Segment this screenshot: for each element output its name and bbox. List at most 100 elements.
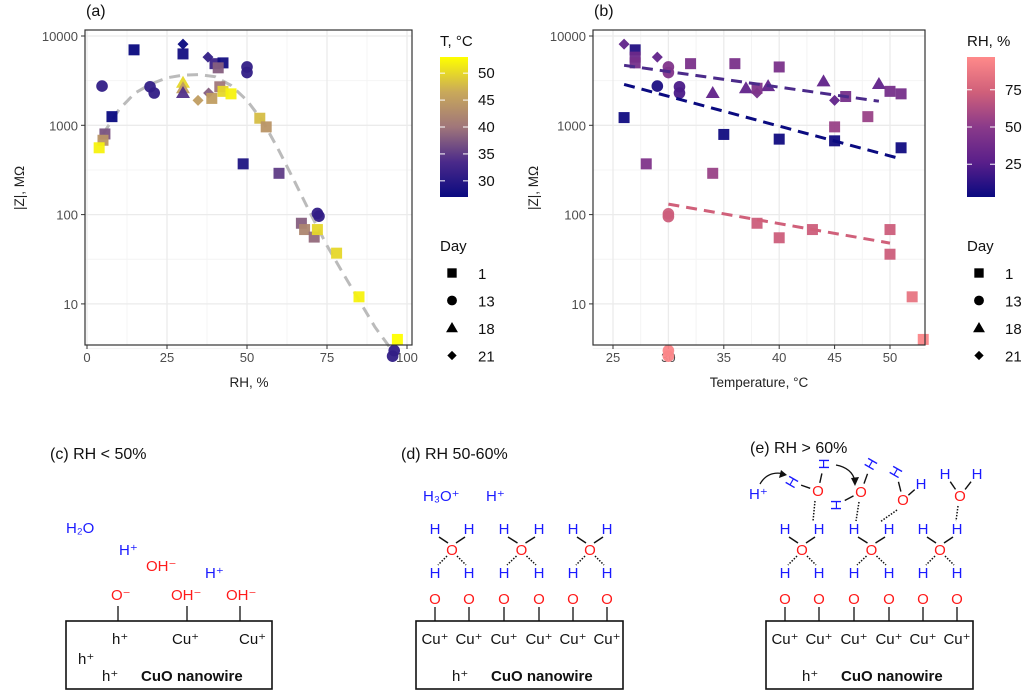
y-tick-label: 1000 (557, 118, 586, 133)
hydrogen-bond (594, 555, 605, 566)
square-marker (629, 44, 641, 56)
bond (788, 536, 799, 544)
square-marker (751, 217, 763, 229)
surface-oxygen: O (917, 591, 929, 608)
water-oxygen: O (796, 542, 808, 559)
legend-circle-icon (974, 295, 984, 306)
hole: h⁺ (112, 631, 128, 648)
bond (438, 536, 449, 544)
bond (800, 484, 811, 489)
water-hydrogen: H (568, 521, 579, 538)
square-marker (308, 231, 320, 243)
square-marker (862, 111, 874, 123)
y-tick-label: 100 (564, 208, 586, 223)
panel-b-title: (b) (594, 3, 614, 20)
color-legend-title-a: T, °C (440, 33, 473, 50)
copper-ion: Cu⁺ (840, 631, 867, 648)
plot-background (593, 30, 925, 345)
copper-ion: Cu⁺ (421, 631, 448, 648)
water-oxygen: O (812, 483, 824, 500)
water-hydrogen: H (972, 466, 983, 483)
square-marker (884, 85, 896, 97)
y-tick-label: 1000 (49, 118, 78, 133)
square-marker (299, 224, 311, 236)
color-legend-title-b: RH, % (967, 33, 1010, 50)
water-hydrogen: H (886, 463, 906, 481)
copper-ion: Cu⁺ (559, 631, 586, 648)
bond (507, 536, 518, 544)
x-tick-label: 45 (827, 350, 841, 365)
diamond-marker (618, 38, 630, 50)
legend-triangle-icon (446, 322, 458, 333)
square-marker (895, 142, 907, 154)
surface-hydroxyl: OH⁻ (226, 587, 256, 604)
legend-diamond-icon (974, 350, 984, 361)
hydrogen-bond-h: H (430, 565, 441, 582)
surface-oxygen: O (601, 591, 613, 608)
diamond-marker (829, 94, 841, 106)
bond (949, 481, 957, 490)
nanowire-label: CuO nanowire (141, 668, 243, 685)
trend-line (668, 202, 891, 245)
square-marker (391, 333, 403, 345)
x-tick-label: 35 (717, 350, 731, 365)
diagram-d-title: (d) RH 50-60% (401, 446, 508, 463)
square-marker (353, 291, 365, 303)
proton: H⁺ (205, 565, 224, 582)
y-axis-label-b: |Z|, MΩ (526, 166, 541, 210)
hydrogen-bond-h: H (464, 565, 475, 582)
water-hydrogen: H (464, 521, 475, 538)
nanowire-label: CuO nanowire (491, 668, 593, 685)
copper-ion: Cu⁺ (771, 631, 798, 648)
colorbar-label: 40 (478, 119, 495, 136)
square-marker (273, 167, 285, 179)
colorbar-label: 75 (1005, 82, 1022, 99)
square-marker (128, 44, 140, 56)
surface-oxygen: O (463, 591, 475, 608)
y-tick-label: 10000 (550, 29, 586, 44)
diamond-marker (651, 51, 663, 63)
water-oxygen: O (584, 542, 596, 559)
water-hydrogen: H (499, 521, 510, 538)
hydrogen-bond (506, 555, 518, 566)
nanowire-box (765, 620, 974, 690)
copper-ion: Cu⁺ (455, 631, 482, 648)
y-tick-label: 10000 (42, 29, 78, 44)
x-tick-label: 25 (160, 350, 174, 365)
diagram-e-title: (e) RH > 60% (750, 440, 847, 457)
square-marker (751, 82, 763, 94)
legend-label: 13 (478, 294, 495, 311)
hydrogen-bond (944, 555, 955, 566)
square-marker (906, 291, 918, 303)
legend-label: 21 (478, 349, 495, 366)
hydrogen-bond-h: H (884, 565, 895, 582)
plot-border (592, 29, 926, 346)
water-hydrogen: H (816, 459, 833, 470)
circle-marker (96, 80, 108, 92)
x-tick-label: 40 (772, 350, 786, 365)
copper-ion: Cu⁺ (239, 631, 266, 648)
x-tick-label: 0 (83, 350, 90, 365)
bond (525, 536, 536, 544)
surface-oxygen: O (951, 591, 963, 608)
water-oxygen: O (897, 492, 909, 509)
plot-b: 25303540455010000100010010 (550, 29, 929, 365)
diagram-d: (d) RH 50-60% H₃O⁺ H⁺ Cu⁺ O Cu⁺ O Cu⁺ O Cu⁺ O Cu… (401, 446, 624, 690)
hydrogen-bond (879, 509, 898, 523)
y-tick-label: 10 (572, 297, 586, 312)
water-hydrogen: H (918, 521, 929, 538)
square-marker (917, 333, 929, 345)
square-marker (212, 62, 224, 74)
circle-marker (662, 210, 675, 223)
hydrogen-bond-h: H (534, 565, 545, 582)
copper-ion: Cu⁺ (943, 631, 970, 648)
square-marker (177, 48, 189, 60)
square-marker (884, 224, 896, 236)
legend-label: 1 (478, 266, 486, 283)
hole: h⁺ (452, 668, 468, 685)
bond (576, 536, 587, 544)
surface-hydroxyl: OH⁻ (171, 587, 201, 604)
bond (926, 536, 937, 544)
bond (964, 481, 972, 490)
x-tick-label: 25 (606, 350, 620, 365)
